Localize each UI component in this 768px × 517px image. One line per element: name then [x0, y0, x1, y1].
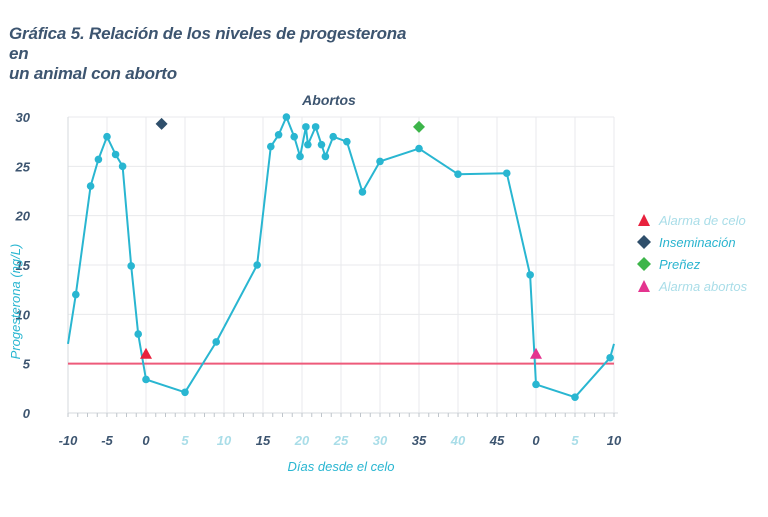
legend-label-inseminacion: Inseminación: [659, 234, 736, 250]
y-tick-label: 20: [15, 209, 31, 224]
green-diamond-icon: [636, 256, 652, 272]
x-tick-label: 25: [333, 433, 349, 448]
pink-triangle-icon: [636, 278, 652, 294]
data-point: [606, 353, 614, 362]
y-tick-label: 5: [23, 357, 31, 372]
chart-title: Gráfica 5. Relación de los niveles de pr…: [9, 24, 429, 84]
x-axis-label: Días desde el celo: [288, 459, 395, 474]
data-point: [532, 380, 540, 389]
data-point: [290, 132, 299, 141]
y-tick-label: 15: [16, 258, 31, 273]
legend-item-alarma-abortos: Alarma abortos: [636, 275, 747, 297]
legend: Alarma de celo Inseminación Preñez Alarm…: [636, 209, 747, 297]
x-tick-label: 15: [256, 433, 271, 448]
data-point: [321, 152, 330, 161]
chart-title-line-1: Gráfica 5. Relación de los niveles de pr…: [9, 24, 407, 63]
data-point: [302, 123, 310, 131]
chart-title-line-2: un animal con aborto: [9, 64, 177, 83]
data-point: [376, 157, 384, 166]
data-point: [311, 123, 320, 131]
data-point: [267, 142, 275, 151]
data-point: [253, 261, 261, 269]
x-tick-label: 0: [532, 433, 540, 448]
data-point: [212, 338, 220, 346]
grid-lines: [68, 116, 615, 413]
x-tick-label: 5: [181, 433, 189, 448]
x-tick-label: 10: [607, 433, 622, 448]
data-point: [181, 388, 189, 397]
data-point: [317, 140, 326, 149]
x-tick-label: 10: [217, 433, 232, 448]
legend-item-prenez: Preñez: [636, 253, 747, 275]
data-point: [329, 132, 338, 141]
y-tick-label: 10: [16, 307, 31, 322]
legend-item-inseminacion: Inseminación: [636, 231, 747, 253]
data-point: [282, 113, 291, 121]
x-tick-label: 20: [294, 433, 310, 448]
event-marker-prenez: [413, 120, 425, 133]
x-tick-label: -10: [59, 433, 79, 448]
event-marker-alarma-abortos: [530, 347, 542, 359]
x-tick-label: 5: [571, 433, 579, 448]
legend-item-alarma-celo: Alarma de celo: [636, 209, 747, 231]
x-tick-label: -5: [101, 433, 113, 448]
x-tick-label: 0: [142, 433, 150, 448]
data-point: [134, 330, 142, 338]
x-tick-label: 40: [450, 433, 466, 448]
data-point: [526, 271, 534, 279]
data-point: [304, 140, 312, 149]
data-point: [86, 182, 95, 190]
x-tick-label: 45: [489, 433, 505, 448]
y-tick-label: 0: [23, 406, 31, 421]
data-point: [571, 393, 579, 402]
red-triangle-icon: [636, 212, 652, 228]
y-tick-label: 25: [15, 159, 31, 174]
data-point: [343, 137, 351, 146]
x-tick-label: 35: [412, 433, 427, 448]
data-point: [118, 162, 127, 171]
data-point: [274, 130, 283, 139]
data-point: [415, 144, 423, 153]
legend-label-alarma-celo: Alarma de celo: [659, 212, 746, 228]
x-tick-label: 30: [373, 433, 388, 448]
event-marker-alarma-celo: [140, 347, 152, 359]
navy-diamond-icon: [636, 234, 652, 250]
data-point: [142, 375, 150, 384]
event-marker-inseminacion: [155, 117, 168, 130]
data-point: [358, 188, 367, 196]
data-point: [454, 170, 462, 179]
legend-label-prenez: Preñez: [659, 256, 701, 272]
data-point: [296, 152, 304, 161]
data-point: [127, 262, 135, 270]
legend-label-alarma-abortos: Alarma abortos: [659, 278, 748, 294]
data-point: [111, 150, 120, 159]
data-point: [94, 155, 103, 164]
y-axis-label: Progesterona (ng/L): [8, 244, 23, 360]
abortos-annotation: Abortos: [301, 92, 356, 108]
data-point: [103, 132, 111, 141]
y-tick-label: 30: [16, 110, 31, 125]
data-point: [72, 290, 80, 299]
data-point: [502, 169, 511, 178]
